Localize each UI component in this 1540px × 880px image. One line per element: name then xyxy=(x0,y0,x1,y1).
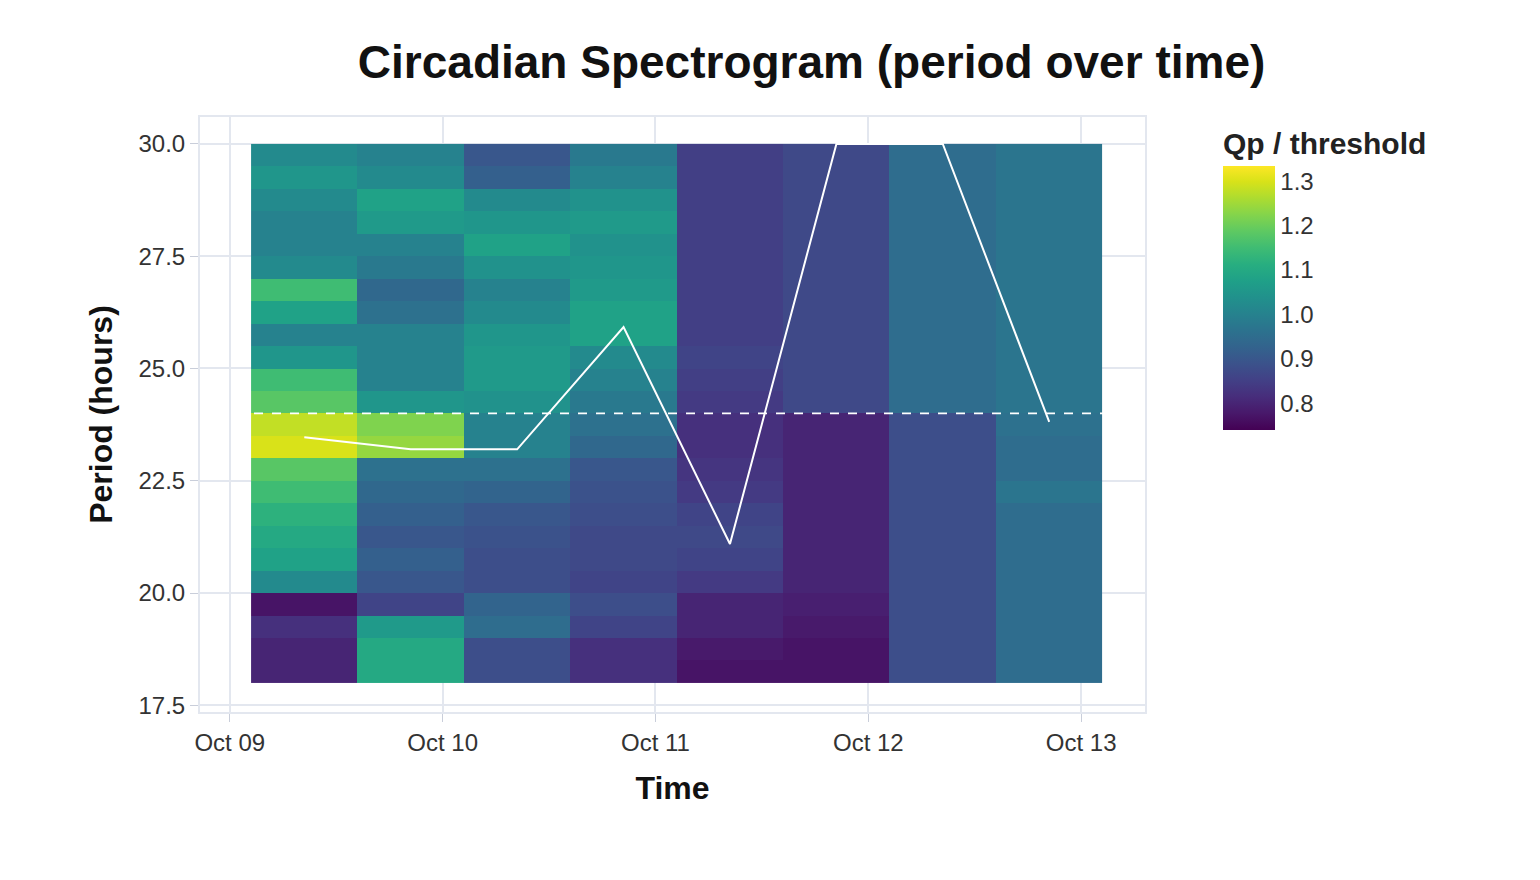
svg-text:Oct 09: Oct 09 xyxy=(194,729,265,756)
svg-text:1.2: 1.2 xyxy=(1280,212,1313,239)
svg-text:1.1: 1.1 xyxy=(1280,256,1313,283)
svg-text:Circadian Spectrogram (period: Circadian Spectrogram (period over time) xyxy=(358,36,1265,88)
svg-text:Qp / threshold: Qp / threshold xyxy=(1223,127,1426,160)
svg-text:Oct 10: Oct 10 xyxy=(407,729,478,756)
svg-text:27.5: 27.5 xyxy=(138,243,185,270)
svg-text:Oct 12: Oct 12 xyxy=(833,729,904,756)
svg-text:1.0: 1.0 xyxy=(1280,301,1313,328)
svg-text:Time: Time xyxy=(635,770,709,806)
svg-text:1.3: 1.3 xyxy=(1280,168,1313,195)
svg-text:17.5: 17.5 xyxy=(138,692,185,719)
svg-text:0.9: 0.9 xyxy=(1280,345,1313,372)
svg-text:25.0: 25.0 xyxy=(138,355,185,382)
svg-text:Oct 11: Oct 11 xyxy=(621,729,690,756)
svg-text:20.0: 20.0 xyxy=(138,579,185,606)
svg-text:Oct 13: Oct 13 xyxy=(1046,729,1117,756)
svg-text:0.8: 0.8 xyxy=(1280,390,1313,417)
svg-text:22.5: 22.5 xyxy=(138,467,185,494)
svg-text:Period (hours): Period (hours) xyxy=(83,305,119,524)
svg-text:30.0: 30.0 xyxy=(138,130,185,157)
